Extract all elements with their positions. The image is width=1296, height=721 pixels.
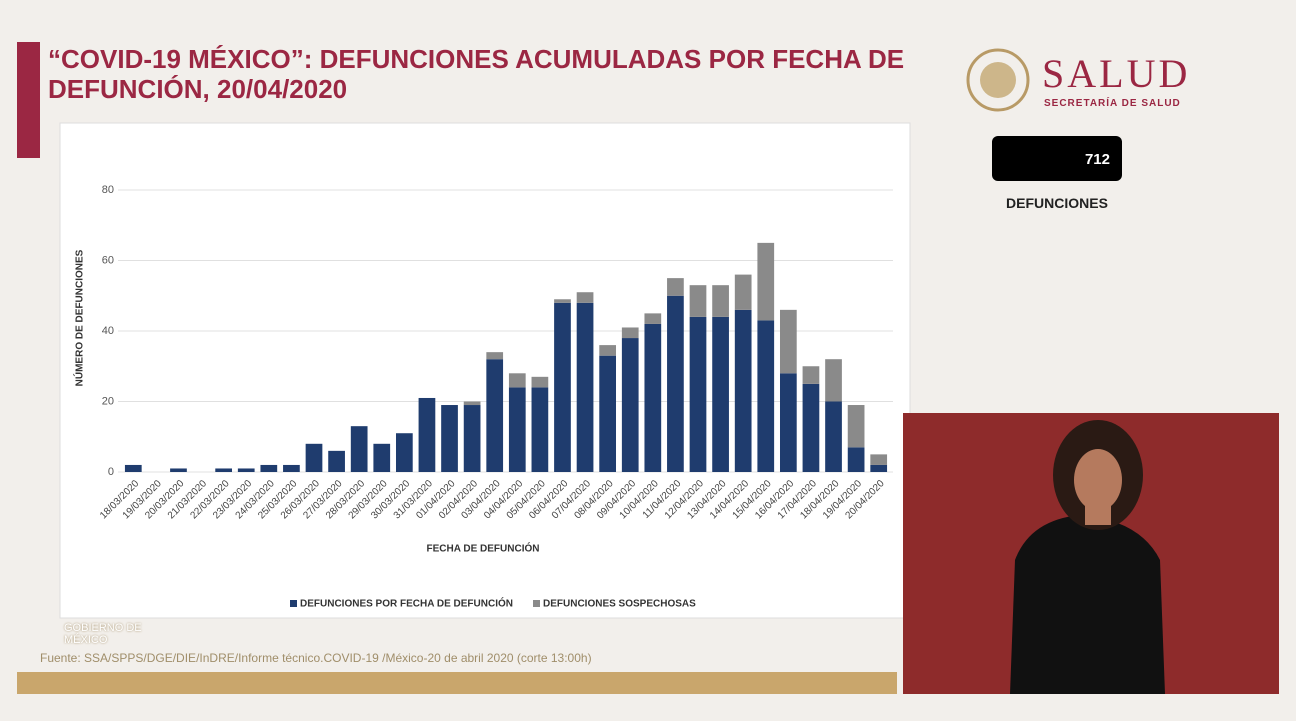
bar-segment — [531, 376, 549, 388]
bar-segment — [825, 401, 842, 472]
bar-segment — [689, 285, 707, 317]
legend-label: DEFUNCIONES SOSPECHOSAS — [543, 599, 696, 610]
bar-segment — [644, 313, 662, 324]
bar-segment — [870, 464, 888, 472]
bar-segment — [418, 397, 436, 472]
bar-segment — [554, 299, 571, 303]
bar-segment — [621, 338, 639, 472]
bar-segment — [734, 309, 752, 472]
bar-segment — [531, 387, 549, 472]
bar-segment — [554, 302, 571, 472]
bar-segment — [757, 320, 775, 472]
emblem — [966, 48, 1030, 112]
bar-segment — [215, 468, 233, 472]
bar-segment — [712, 285, 729, 317]
bar-segment — [802, 383, 820, 472]
bar-segment — [621, 327, 639, 339]
bar-segment — [124, 464, 142, 472]
bar-segment — [825, 359, 842, 402]
bar-segment — [508, 373, 526, 388]
bar-segment — [260, 464, 278, 472]
bar-segment — [170, 468, 187, 472]
bar-segment — [237, 468, 255, 472]
y-tick-label: 0 — [108, 466, 114, 478]
bar-segment — [644, 323, 662, 472]
bar-segment — [667, 295, 684, 472]
logo-subtitle: SECRETARÍA DE SALUD — [1044, 98, 1181, 109]
bar-segment — [328, 450, 345, 472]
y-axis-label: NÚMERO DE DEFUNCIONES — [73, 249, 86, 386]
bar-segment — [870, 454, 888, 465]
bar-segment — [712, 316, 729, 472]
bar-segment — [779, 309, 797, 374]
y-tick-label: 60 — [102, 254, 114, 266]
x-axis-label: FECHA DE DEFUNCIÓN — [427, 542, 540, 555]
counter-value: 712 — [992, 136, 1122, 181]
bar-segment — [486, 359, 504, 472]
bar-segment — [576, 292, 594, 303]
counter-label: DEFUNCIONES — [1006, 195, 1108, 211]
legend-swatch — [533, 600, 540, 607]
bar-segment — [599, 345, 617, 356]
legend-swatch — [290, 600, 297, 607]
footer-band — [17, 672, 897, 694]
bar-segment — [779, 373, 797, 472]
bar-segment — [350, 426, 368, 472]
bar-segment — [305, 443, 323, 472]
bar-segment — [395, 433, 413, 472]
bar-segment — [847, 447, 865, 472]
bar-segment — [667, 278, 684, 296]
source-note: Fuente: SSA/SPPS/DGE/DIE/InDRE/Informe t… — [40, 651, 592, 665]
bar-segment — [283, 464, 300, 472]
bar-segment — [508, 387, 526, 472]
legend-label: DEFUNCIONES POR FECHA DE DEFUNCIÓN — [300, 597, 513, 610]
bar-segment — [486, 352, 504, 360]
bar-segment — [757, 242, 775, 321]
bar-segment — [689, 316, 707, 472]
logo-name: SALUD — [1042, 51, 1191, 96]
slide-title: “COVID-19 MÉXICO”: DEFUNCIONES ACUMULADA… — [48, 44, 905, 104]
bar-segment — [576, 302, 594, 472]
bar-segment — [441, 405, 458, 472]
y-tick-label: 80 — [102, 184, 114, 196]
bar-segment — [802, 366, 820, 384]
bar-segment — [847, 405, 865, 448]
accent-bar — [17, 42, 40, 158]
emblem-center — [980, 62, 1016, 98]
bar-segment — [373, 443, 391, 472]
bar-segment — [599, 355, 617, 472]
interpreter-figure — [1010, 420, 1165, 694]
bar-segment — [463, 401, 481, 406]
bar-segment — [734, 274, 752, 310]
bar-segment — [463, 405, 481, 472]
brand: GOBIERNO DE MÉXICO — [64, 622, 142, 646]
y-tick-label: 20 — [102, 395, 114, 407]
y-tick-label: 40 — [102, 325, 114, 337]
